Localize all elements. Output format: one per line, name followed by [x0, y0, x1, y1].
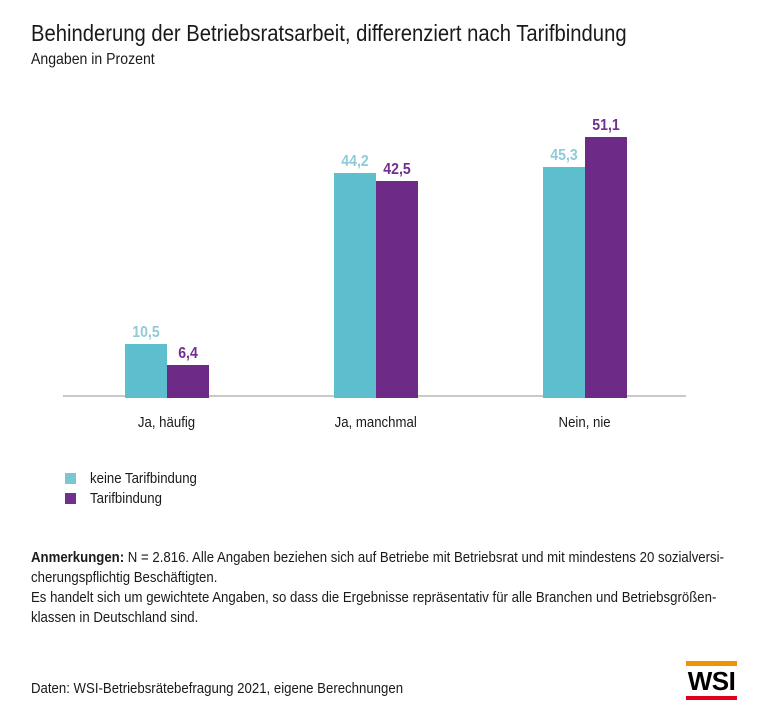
notes-line-2: cherungspflichtig Beschäftigten. [31, 569, 218, 586]
legend-label-tarifbindung: Tarifbindung [90, 489, 162, 507]
bar-keine-tarifbindung-ja-häufig: 10,5 [125, 325, 167, 398]
legend-label-keine-tarifbindung: keine Tarifbindung [90, 469, 197, 487]
chart-title: Behinderung der Betriebsratsarbeit, diff… [31, 20, 627, 46]
legend-swatch-tarifbindung [65, 492, 76, 504]
bar-value-label: 42,5 [383, 161, 411, 178]
wsi-logo: WSI [686, 661, 737, 700]
bar-value-label: 10,5 [132, 324, 160, 341]
bar-keine-tarifbindung-nein-nie: 45,3 [543, 148, 585, 398]
legend-item-tarifbindung: Tarifbindung [65, 489, 172, 507]
bar-tarifbindung-nein-nie: 51,1 [585, 118, 627, 398]
chart-subtitle: Angaben in Prozent [31, 51, 155, 68]
notes-line-1: Anmerkungen: N = 2.816. Alle Angaben bez… [31, 549, 724, 566]
x-axis-label-ja-manchmal: Ja, manchmal [334, 414, 418, 431]
wsi-logo-red-bar [686, 696, 737, 700]
bar-value-label: 6,4 [178, 345, 198, 362]
notes-line-3: Es handelt sich um gewichtete Angaben, s… [31, 589, 717, 606]
bar-value-label: 44,2 [341, 153, 369, 170]
x-axis-label-nein-nie: Nein, nie [558, 414, 612, 431]
notes-label: Anmerkungen: [31, 549, 125, 566]
plot-area: 10,5 6,4 44,2 42,5 45,3 51,1 [63, 90, 686, 398]
legend-item-keine-tarifbindung: keine Tarifbindung [65, 469, 211, 487]
bar-value-label: 51,1 [592, 117, 620, 134]
bar-keine-tarifbindung-ja-manchmal: 44,2 [334, 154, 376, 398]
notes-line-4: klassen in Deutschland sind. [31, 609, 199, 626]
bar-tarifbindung-ja-manchmal: 42,5 [376, 162, 418, 398]
data-source-text: Daten: WSI-Betriebsrätebefragung 2021, e… [31, 680, 404, 697]
legend-swatch-keine-tarifbindung [65, 472, 76, 484]
wsi-logo-orange-bar [686, 661, 737, 666]
bar-value-label: 45,3 [550, 147, 578, 164]
bar-tarifbindung-ja-häufig: 6,4 [167, 346, 209, 398]
wsi-logo-text: WSI [687, 666, 736, 696]
x-axis-label-ja-häufig: Ja, häufig [138, 414, 196, 431]
notes-block: Anmerkungen: N = 2.816. Alle Angaben bez… [31, 548, 768, 628]
